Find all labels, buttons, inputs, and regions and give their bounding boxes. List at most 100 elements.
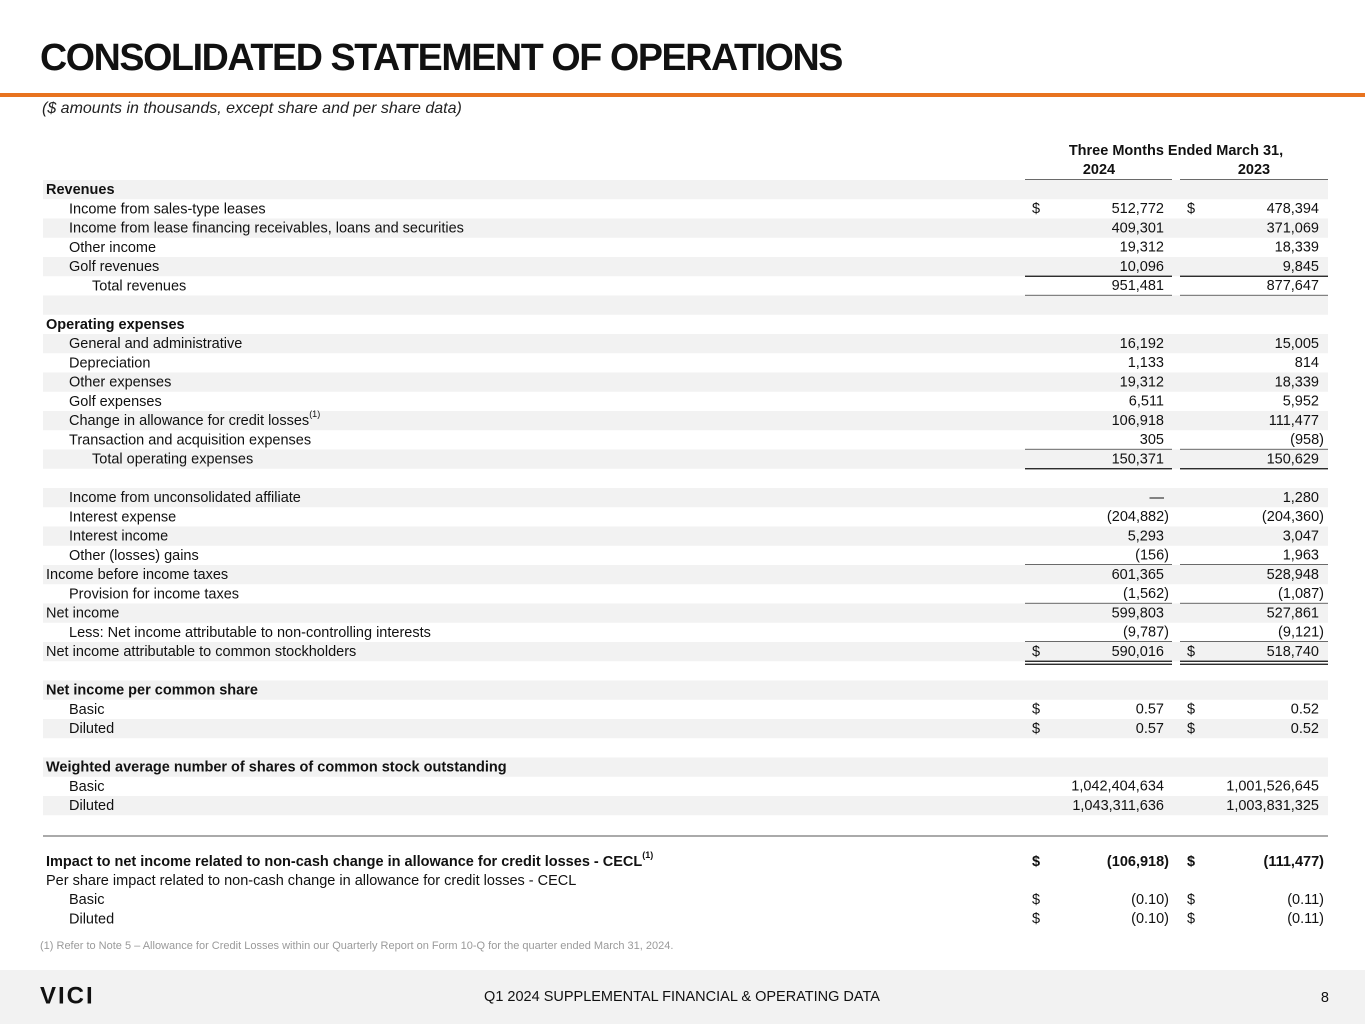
label-text: Depreciation	[69, 355, 150, 371]
footnote-ref: (1)	[642, 850, 653, 860]
label-text: Income from sales-type leases	[69, 201, 266, 217]
cell-value: 111,477	[1269, 413, 1319, 429]
currency-sign: $	[1032, 721, 1040, 737]
cecl-table: Impact to net income related to non-cash…	[46, 850, 1324, 927]
row-shade	[43, 488, 1328, 508]
row-label: Diluted	[69, 911, 114, 927]
cell-value: 601,365	[1112, 567, 1164, 583]
label-text: Income from unconsolidated affiliate	[69, 490, 301, 506]
currency-sign: $	[1187, 201, 1195, 217]
row-label: Income from unconsolidated affiliate	[69, 490, 301, 506]
currency-sign: $	[1032, 892, 1040, 908]
cell-value: 5,952	[1283, 394, 1319, 410]
row-label: Golf expenses	[69, 394, 162, 410]
row-label: Impact to net income related to non-cash…	[46, 850, 653, 869]
row-label: Basic	[69, 779, 104, 795]
cell-value: 409,301	[1112, 220, 1164, 236]
cell-value: 16,192	[1120, 336, 1164, 352]
label-text: Provision for income taxes	[69, 586, 239, 602]
row-label: Golf revenues	[69, 259, 159, 275]
row-label: Per share impact related to non-cash cha…	[46, 873, 576, 889]
cell-value: 1,003,831,325	[1226, 798, 1319, 814]
row-label: Interest expense	[69, 509, 176, 525]
cell-value: 6,511	[1129, 394, 1164, 410]
subtitle: ($ amounts in thousands, except share an…	[42, 100, 462, 117]
year-header: 2024	[1083, 162, 1115, 178]
cell-value: 3,047	[1283, 528, 1319, 544]
row-label: Provision for income taxes	[69, 586, 239, 602]
cell-value: (9,121)	[1278, 625, 1324, 641]
currency-sign: $	[1187, 721, 1195, 737]
row-shade	[43, 180, 1328, 200]
row-label: Change in allowance for credit losses(1)	[69, 410, 320, 429]
label-text: Basic	[69, 779, 104, 795]
label-text: Diluted	[69, 798, 114, 814]
cell-value: 951,481	[1112, 278, 1164, 294]
cell-value: 0.52	[1291, 721, 1319, 737]
cell-value: 18,339	[1275, 374, 1319, 390]
currency-sign: $	[1187, 911, 1195, 927]
footer-text: Q1 2024 SUPPLEMENTAL FINANCIAL & OPERATI…	[484, 989, 880, 1005]
row-shade	[43, 334, 1328, 354]
cell-value: (204,360)	[1262, 509, 1324, 525]
footnote: (1) Refer to Note 5 – Allowance for Cred…	[40, 940, 673, 952]
currency-sign: $	[1187, 702, 1195, 718]
row-shade	[43, 757, 1328, 777]
row-label: General and administrative	[69, 336, 242, 352]
cell-value: 1,043,311,636	[1072, 798, 1164, 814]
row-label: Revenues	[46, 182, 115, 198]
row-shade	[43, 603, 1328, 623]
row-label: Interest income	[69, 528, 168, 544]
label-text: Golf revenues	[69, 259, 159, 275]
label-text: Change in allowance for credit losses	[69, 413, 309, 429]
currency-sign: $	[1032, 911, 1040, 927]
cell-value: —	[1150, 490, 1165, 506]
cell-value: 15,005	[1275, 336, 1319, 352]
cell-value: 150,371	[1112, 451, 1164, 467]
cell-value: 371,069	[1267, 220, 1319, 236]
cell-value: (1,087)	[1278, 586, 1324, 602]
row-shade	[43, 642, 1328, 662]
page-title: CONSOLIDATED STATEMENT OF OPERATIONS	[40, 37, 842, 79]
row-shade	[43, 526, 1328, 546]
cell-value: (0.10)	[1131, 911, 1169, 927]
row-shade	[43, 565, 1328, 585]
cell-value: (1,562)	[1123, 586, 1169, 602]
label-text: Operating expenses	[46, 317, 185, 333]
cell-value: (204,882)	[1107, 509, 1169, 525]
label-text: Golf expenses	[69, 394, 162, 410]
cell-value: 0.52	[1291, 702, 1319, 718]
cell-value: 814	[1295, 355, 1319, 371]
statement-table: Revenues Income from sales-type leases $51…	[43, 180, 1328, 816]
currency-sign: $	[1032, 702, 1040, 718]
label-text: Income from lease financing receivables,…	[69, 220, 464, 236]
currency-sign: $	[1187, 892, 1195, 908]
cell-value: 1,042,404,634	[1071, 779, 1164, 795]
year-header: 2023	[1238, 162, 1270, 178]
label-text: Weighted average number of shares of com…	[46, 759, 507, 775]
footnote-ref: (1)	[309, 410, 320, 420]
label-text: Total revenues	[92, 278, 186, 294]
label-text: Revenues	[46, 182, 115, 198]
row-shade	[43, 796, 1328, 816]
cell-value: (9,787)	[1123, 625, 1169, 641]
cell-value: 19,312	[1120, 240, 1164, 256]
currency-sign: $	[1032, 201, 1040, 217]
label-text: Per share impact related to non-cash cha…	[46, 873, 576, 889]
row-label: Diluted	[69, 798, 114, 814]
row-shade	[43, 680, 1328, 700]
label-text: Total operating expenses	[92, 451, 253, 467]
label-text: Less: Net income attributable to non-con…	[69, 625, 431, 641]
label-text: Basic	[69, 702, 104, 718]
label-text: Transaction and acquisition expenses	[69, 432, 311, 448]
label-text: Interest income	[69, 528, 168, 544]
cell-value: 305	[1140, 432, 1164, 448]
row-label: Income before income taxes	[46, 567, 228, 583]
title-rule	[0, 93, 1365, 97]
label-text: Other expenses	[69, 374, 171, 390]
cell-value: (106,918)	[1107, 854, 1169, 870]
label-text: Interest expense	[69, 509, 176, 525]
